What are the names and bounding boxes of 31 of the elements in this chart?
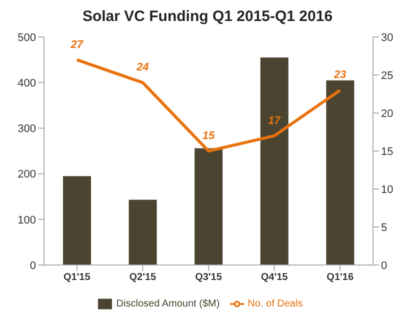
y2-tick-label: 0 xyxy=(381,260,388,272)
data-label: 27 xyxy=(70,38,84,51)
x-tick-label: Q2'15 xyxy=(129,272,157,284)
y-tick-label: 100 xyxy=(18,214,36,226)
y-tick-label: 500 xyxy=(18,32,36,44)
y-tick-label: 200 xyxy=(18,168,36,181)
y2-tick-label: 10 xyxy=(381,184,394,196)
bar xyxy=(194,148,223,265)
data-label: 24 xyxy=(136,62,149,74)
bar xyxy=(326,80,354,265)
data-label: 15 xyxy=(202,130,216,142)
bar xyxy=(260,58,288,265)
bar xyxy=(128,200,157,265)
y-tick-label: 0 xyxy=(30,260,36,272)
legend-label: Disclosed Amount ($M) xyxy=(116,298,220,310)
x-tick-label: Q4'15 xyxy=(260,272,288,284)
x-tick-label: Q1'15 xyxy=(63,272,91,284)
legend-label: No. of Deals xyxy=(248,298,303,310)
y2-tick-label: 30 xyxy=(381,32,394,44)
data-label: 17 xyxy=(268,114,282,127)
bar xyxy=(63,176,91,265)
x-tick-label: Q3'15 xyxy=(195,272,222,284)
data-label: 23 xyxy=(332,69,346,82)
chart-title: Solar VC Funding Q1 2015-Q1 2016 xyxy=(81,8,334,25)
y2-tick-label: 5 xyxy=(381,222,388,234)
y2-tick-label: 25 xyxy=(381,70,394,82)
x-tick-label: Q1'16 xyxy=(326,272,354,284)
y2-tick-label: 20 xyxy=(381,108,394,120)
y2-tick-label: 15 xyxy=(381,146,394,158)
y-tick-label: 300 xyxy=(18,123,36,136)
y-tick-label: 400 xyxy=(18,78,36,90)
